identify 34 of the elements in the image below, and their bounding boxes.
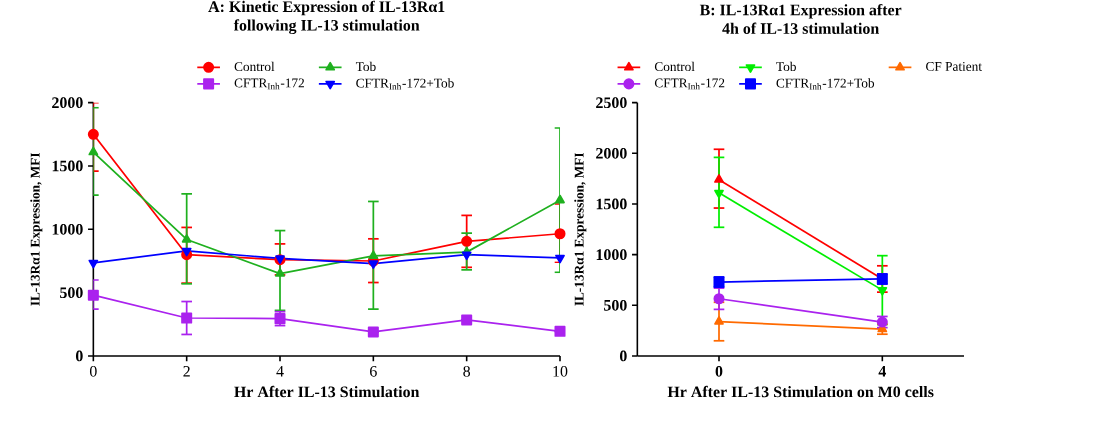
legend-label: CFTR$_{Inh}$-172+Tob <box>776 78 875 90</box>
legend-label: CF Patient <box>926 62 982 72</box>
y-tick-label: 1000 <box>52 224 83 235</box>
chart-title: B: IL-13Rα1 Expression after 4h of IL-13 stimulation <box>699 4 902 35</box>
x-tick-label: 6 <box>370 366 377 377</box>
y-tick-label: 500 <box>60 287 83 299</box>
legend-label: Tob <box>776 61 796 72</box>
y-tick-label: 1500 <box>52 160 83 172</box>
y-tick-label: 1000 <box>596 249 627 261</box>
legend-label: Tob <box>355 61 376 72</box>
legend-label: Control <box>234 61 275 72</box>
legend-label: CFTR$_{Inh}$-172+Tob <box>356 78 454 90</box>
y-tick-label: 0 <box>619 350 627 362</box>
y-axis-title: IL-13Rα1 Expression, MFI <box>30 153 43 306</box>
x-axis-title: Hr After IL-13 Stimulation on M0 cells <box>667 386 934 398</box>
x-tick-label: 4 <box>878 366 887 377</box>
y-tick-label: 2000 <box>52 97 83 109</box>
x-tick-label: 8 <box>463 366 471 377</box>
legend-label: CFTR$_{Inh}$-172 <box>654 78 725 90</box>
x-tick-label: 2 <box>183 366 190 377</box>
legend-label: Control <box>654 61 695 72</box>
x-tick-label: 0 <box>715 366 723 377</box>
y-axis-title: IL-13Rα1 Expression, MFI <box>574 153 587 306</box>
chart-title: A: Kinetic Expression of IL-13Rα1 following IL-13 stimulation <box>208 0 445 35</box>
y-tick-label: 500 <box>604 300 627 311</box>
x-tick-label: 4 <box>276 366 284 377</box>
x-tick-label: 10 <box>553 366 568 377</box>
y-tick-label: 2000 <box>596 148 627 159</box>
legend-label: CFTR$_{Inh}$-172 <box>234 78 304 90</box>
y-tick-label: 2500 <box>596 97 627 109</box>
x-tick-label: 0 <box>89 366 97 377</box>
x-axis-title: Hr After IL-13 Stimulation <box>234 386 420 398</box>
y-tick-label: 0 <box>75 350 83 362</box>
y-tick-label: 1500 <box>596 198 627 210</box>
